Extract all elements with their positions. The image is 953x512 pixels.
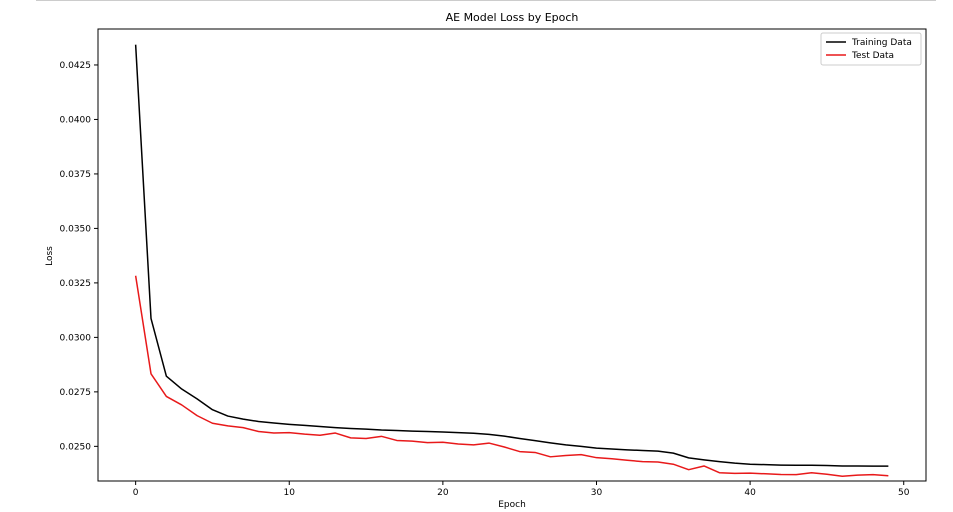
y-tick-label: 0.0275 xyxy=(60,388,92,398)
y-tick-label: 0.0425 xyxy=(60,61,92,71)
y-tick-label: 0.0350 xyxy=(60,224,92,234)
x-tick-label: 0 xyxy=(133,488,139,498)
x-tick-label: 10 xyxy=(284,488,296,498)
x-tick-label: 30 xyxy=(591,488,603,498)
x-axis-label: Epoch xyxy=(498,500,526,510)
test-data-line xyxy=(134,275,889,477)
y-tick-label: 0.0400 xyxy=(60,115,92,125)
y-tick-label: 0.0375 xyxy=(60,170,92,180)
y-tick-label: 0.0325 xyxy=(60,279,92,289)
legend-training-label: Training Data xyxy=(851,38,912,48)
plot-area: 0 10 20 30 40 50 0.0250 0.0275 0.0300 0.0325 0.035… xyxy=(60,28,927,498)
top-divider xyxy=(36,0,936,1)
legend-box xyxy=(820,32,922,66)
y-axis-label: Loss xyxy=(45,246,55,266)
legend-test-label: Test Data xyxy=(851,51,894,61)
y-tick-label: 0.0300 xyxy=(60,333,92,343)
y-tick-label: 0.0250 xyxy=(60,442,92,452)
x-tick-label: 50 xyxy=(898,488,910,498)
training-data-line xyxy=(134,44,889,467)
chart-title: AE Model Loss by Epoch xyxy=(446,11,579,24)
x-tick-label: 40 xyxy=(744,488,756,498)
axes-frame xyxy=(97,28,927,482)
x-tick-label: 20 xyxy=(437,488,449,498)
